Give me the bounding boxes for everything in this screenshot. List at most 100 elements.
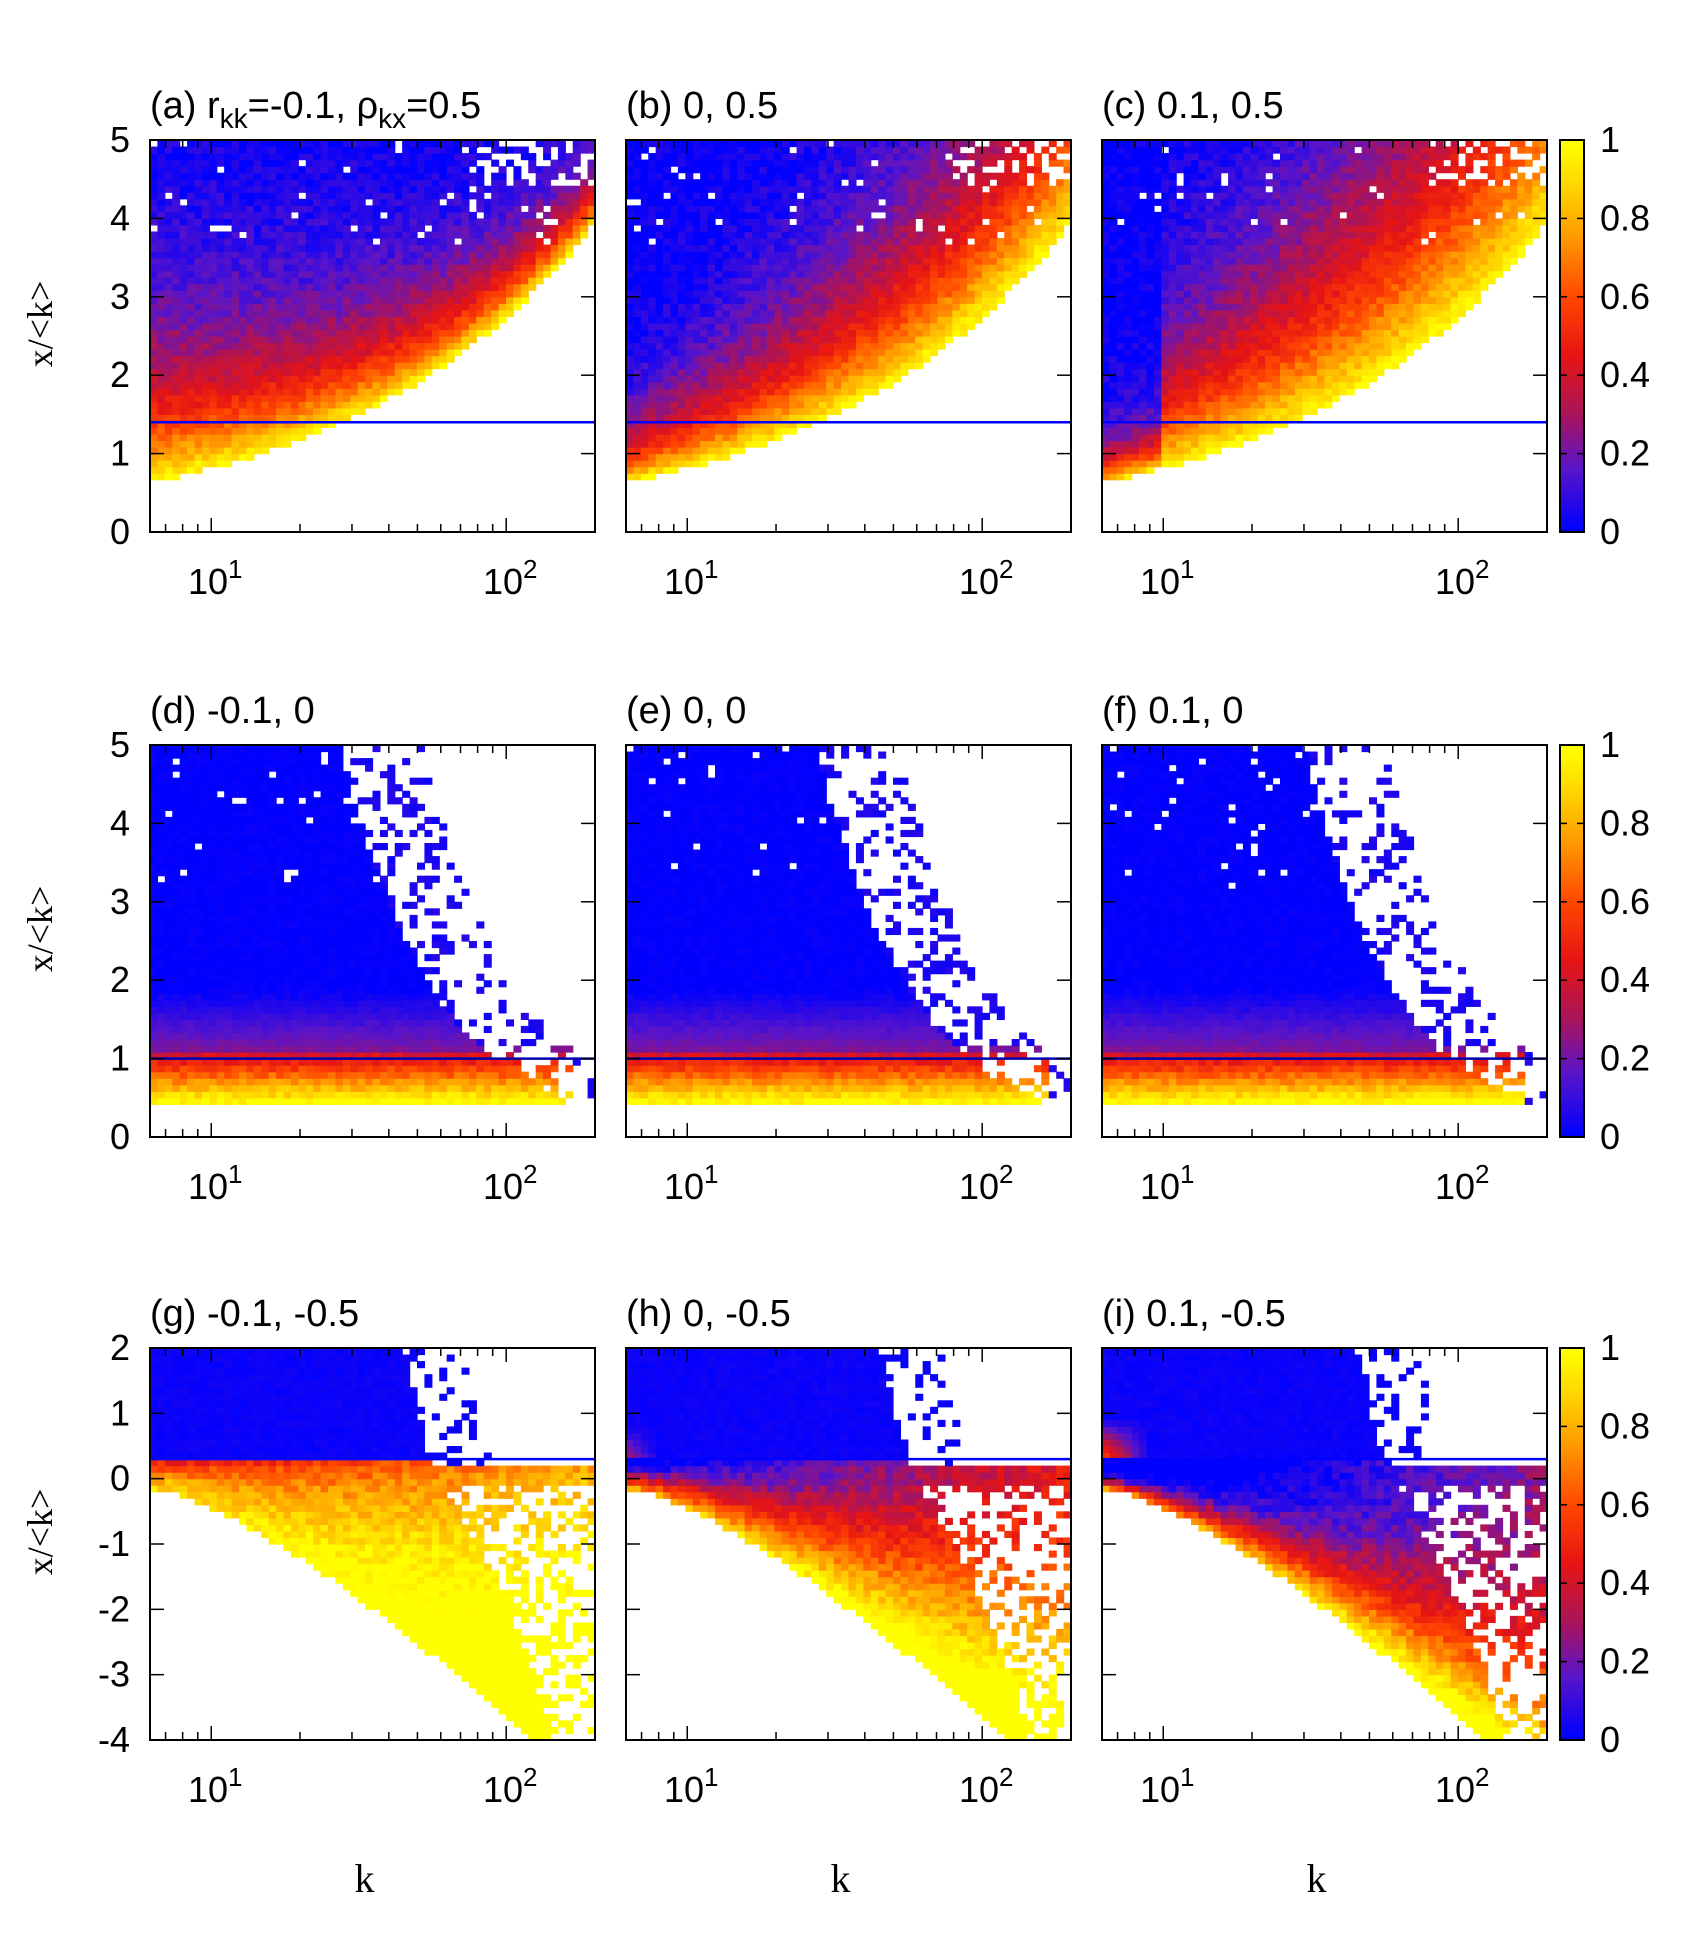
heatmap-cell [893, 211, 902, 219]
heatmap-cell [535, 264, 544, 272]
heatmap-cell [996, 296, 1005, 304]
heatmap-cell [789, 192, 798, 200]
heatmap-cell [922, 316, 931, 324]
heatmap-cell [907, 257, 916, 265]
y-tick-label: 1 [110, 433, 130, 474]
heatmap-cell [1063, 185, 1072, 193]
heatmap-cell [692, 153, 701, 161]
heatmap-cell [498, 224, 507, 233]
heatmap-cell [550, 211, 559, 219]
heatmap-cell [150, 172, 159, 180]
heatmap-cell [685, 264, 694, 272]
heatmap-cell [468, 140, 477, 148]
heatmap-cell [841, 192, 850, 200]
heatmap-cell [461, 257, 470, 265]
heatmap-cell [707, 375, 716, 383]
heatmap-cell [253, 401, 262, 409]
heatmap-cell [841, 238, 850, 246]
heatmap-cell [572, 185, 581, 193]
heatmap-cell [372, 375, 381, 383]
heatmap-cell [417, 283, 426, 291]
heatmap-cell [648, 166, 657, 174]
heatmap-cell [729, 185, 738, 193]
heatmap-cell [246, 316, 255, 324]
heatmap-cell [379, 355, 388, 363]
heatmap-cell [1139, 153, 1148, 161]
heatmap-cell [1131, 238, 1140, 246]
heatmap-cell [402, 172, 411, 180]
heatmap-cell [409, 283, 418, 291]
heatmap-cell [580, 198, 589, 206]
heatmap-cell [1161, 427, 1170, 435]
heatmap-cell [633, 401, 642, 409]
heatmap-cell [1161, 172, 1170, 180]
heatmap-cell [1109, 166, 1118, 174]
heatmap-cell [626, 362, 635, 370]
heatmap-cell [841, 316, 850, 324]
heatmap-cell [893, 238, 902, 246]
heatmap-cell [557, 231, 566, 239]
heatmap-cell [439, 211, 448, 219]
heatmap-cell [387, 375, 396, 383]
heatmap-cell [365, 172, 374, 180]
heatmap-cell [461, 283, 470, 291]
heatmap-cell [959, 290, 968, 298]
heatmap-cell [789, 211, 798, 219]
heatmap-cell [350, 192, 359, 200]
heatmap-cell [320, 309, 329, 317]
heatmap-cell [446, 257, 455, 265]
heatmap-cell [394, 277, 403, 285]
heatmap-cell [633, 407, 642, 415]
heatmap-cell [804, 355, 813, 363]
heatmap-cell [670, 466, 679, 474]
heatmap-cell [1102, 414, 1111, 422]
heatmap-cell [893, 336, 902, 344]
heatmap-cell [841, 362, 850, 370]
heatmap-cell [707, 270, 716, 278]
heatmap-cell [1116, 283, 1125, 291]
heatmap-cell [841, 251, 850, 259]
heatmap-cell [187, 388, 196, 396]
heatmap-cell [818, 270, 827, 278]
heatmap-cell [811, 218, 820, 226]
heatmap-cell [187, 257, 196, 265]
heatmap-cell [379, 224, 388, 233]
heatmap-cell [1124, 179, 1133, 187]
heatmap-cell [818, 355, 827, 363]
heatmap-cell [1153, 270, 1162, 278]
heatmap-cell [253, 198, 262, 206]
heatmap-cell [863, 336, 872, 344]
heatmap-cell [752, 244, 761, 252]
heatmap-cell [841, 166, 850, 174]
heatmap-cell [402, 349, 411, 357]
heatmap-cell [989, 290, 998, 298]
heatmap-cell [1139, 303, 1148, 311]
heatmap-cell [157, 447, 166, 455]
heatmap-cell [715, 283, 724, 291]
heatmap-cell [863, 296, 872, 304]
heatmap-cell [878, 146, 887, 154]
heatmap-cell [1116, 407, 1125, 415]
heatmap-cell [157, 368, 166, 376]
heatmap-cell [833, 166, 842, 174]
heatmap-cell [365, 381, 374, 389]
heatmap-cell [261, 290, 270, 298]
heatmap-cell [305, 153, 314, 161]
heatmap-cell [715, 368, 724, 376]
heatmap-cell [172, 251, 181, 259]
heatmap-cell [1102, 434, 1111, 442]
heatmap-cell [268, 420, 277, 429]
heatmap-cell [283, 316, 292, 324]
heatmap-cell [1116, 159, 1125, 167]
heatmap-cell [1063, 218, 1072, 226]
heatmap-cell [572, 192, 581, 200]
heatmap-cell [648, 198, 657, 206]
heatmap-cell [848, 146, 857, 154]
heatmap-cell [424, 362, 433, 370]
heatmap-cell [357, 198, 366, 206]
heatmap-cell [729, 388, 738, 396]
heatmap-cell [752, 329, 761, 337]
heatmap-cell [633, 146, 642, 154]
heatmap-cell [313, 166, 322, 174]
heatmap-cell [246, 427, 255, 435]
